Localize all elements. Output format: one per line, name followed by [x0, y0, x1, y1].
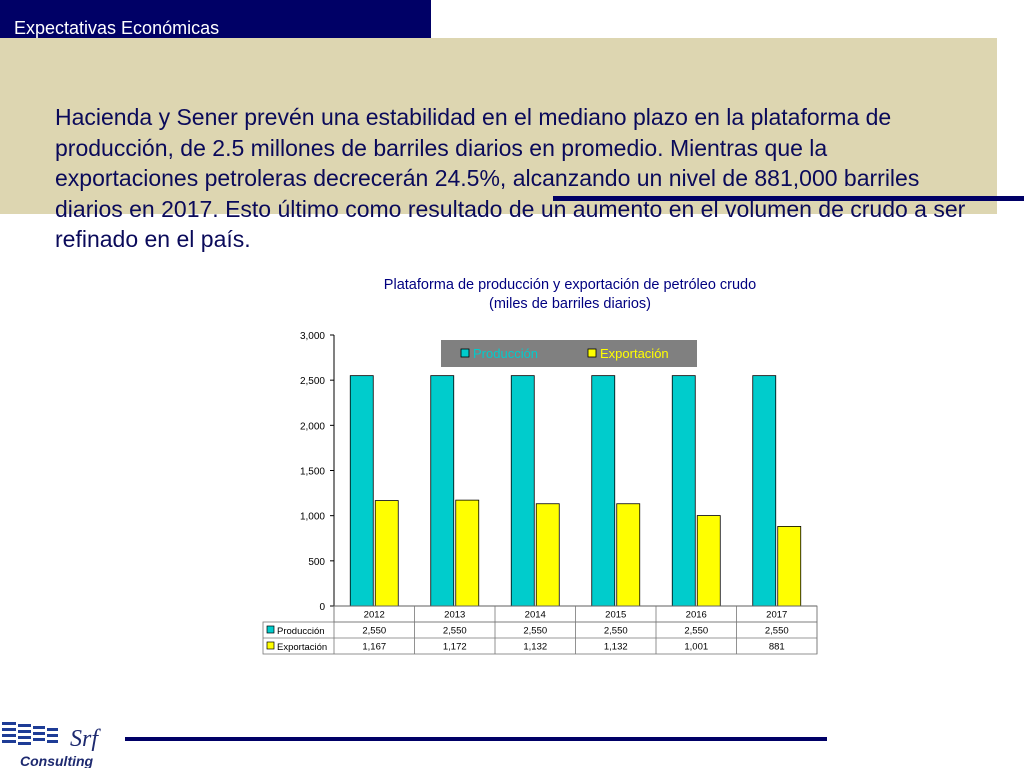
- svg-text:Consulting: Consulting: [20, 753, 94, 768]
- chart-subtitle: (miles de barriles diarios): [489, 296, 651, 312]
- y-tick-label: 500: [308, 557, 325, 568]
- summary-banner: Hacienda y Sener prevén una estabilidad …: [0, 38, 997, 252]
- bar-produccion: [752, 375, 777, 607]
- chart-title: Plataforma de producción y exportación d…: [383, 277, 757, 293]
- y-tick-label: 2,000: [300, 421, 325, 432]
- legend-label: Exportación: [600, 346, 669, 361]
- bar-exportacion: [616, 503, 641, 607]
- table-series-label: Exportación: [277, 642, 327, 653]
- bar-produccion: [430, 375, 455, 607]
- bar-exportacion: [455, 499, 480, 607]
- summary-text: Hacienda y Sener prevén una estabilidad …: [55, 104, 966, 252]
- bar-exportacion: [696, 515, 721, 607]
- x-tick-label: 2015: [605, 610, 626, 621]
- data-label: 1,132: [523, 642, 547, 653]
- x-tick-label: 2017: [766, 610, 787, 621]
- slide-title: Expectativas Económicas: [14, 18, 220, 38]
- data-label: 2,550: [604, 626, 628, 637]
- decorative-rule: [553, 196, 1024, 201]
- bar-produccion: [591, 375, 616, 607]
- footer-rule: [125, 737, 827, 741]
- data-label: 2,550: [765, 626, 789, 637]
- table-series-label: Producción: [277, 626, 325, 637]
- data-label: 2,550: [362, 626, 386, 637]
- data-label: 1,172: [443, 642, 467, 653]
- data-label: 881: [769, 642, 785, 653]
- y-tick-label: 1,500: [300, 467, 325, 478]
- chart-title-block: Plataforma de producción y exportación d…: [320, 276, 820, 314]
- legend-swatch: [587, 348, 597, 358]
- bar-exportacion: [374, 500, 399, 607]
- data-label: 2,550: [443, 626, 467, 637]
- data-label: 1,132: [604, 642, 628, 653]
- legend-swatch: [460, 348, 470, 358]
- bar-exportacion: [535, 503, 560, 607]
- table-swatch: [266, 625, 275, 634]
- bar-produccion: [510, 375, 535, 607]
- legend-label: Producción: [473, 346, 538, 361]
- y-tick-label: 3,000: [300, 331, 325, 342]
- data-label: 2,550: [523, 626, 547, 637]
- data-label: 1,001: [684, 642, 708, 653]
- bar-produccion: [349, 375, 374, 607]
- svg-text:Srf: Srf: [70, 726, 101, 752]
- y-tick-label: 0: [319, 602, 325, 613]
- y-tick-label: 2,500: [300, 376, 325, 387]
- srf-consulting-logo: Srf Consulting: [2, 722, 101, 768]
- y-tick-label: 1,000: [300, 512, 325, 523]
- x-tick-label: 2014: [525, 610, 546, 621]
- x-tick-label: 2012: [364, 610, 385, 621]
- data-label: 1,167: [362, 642, 386, 653]
- data-label: 2,550: [684, 626, 708, 637]
- x-tick-label: 2013: [444, 610, 465, 621]
- x-tick-label: 2016: [686, 610, 707, 621]
- legend-box: [441, 340, 697, 367]
- bar-produccion: [671, 375, 696, 607]
- table-swatch: [266, 641, 275, 650]
- bar-exportacion: [777, 526, 802, 607]
